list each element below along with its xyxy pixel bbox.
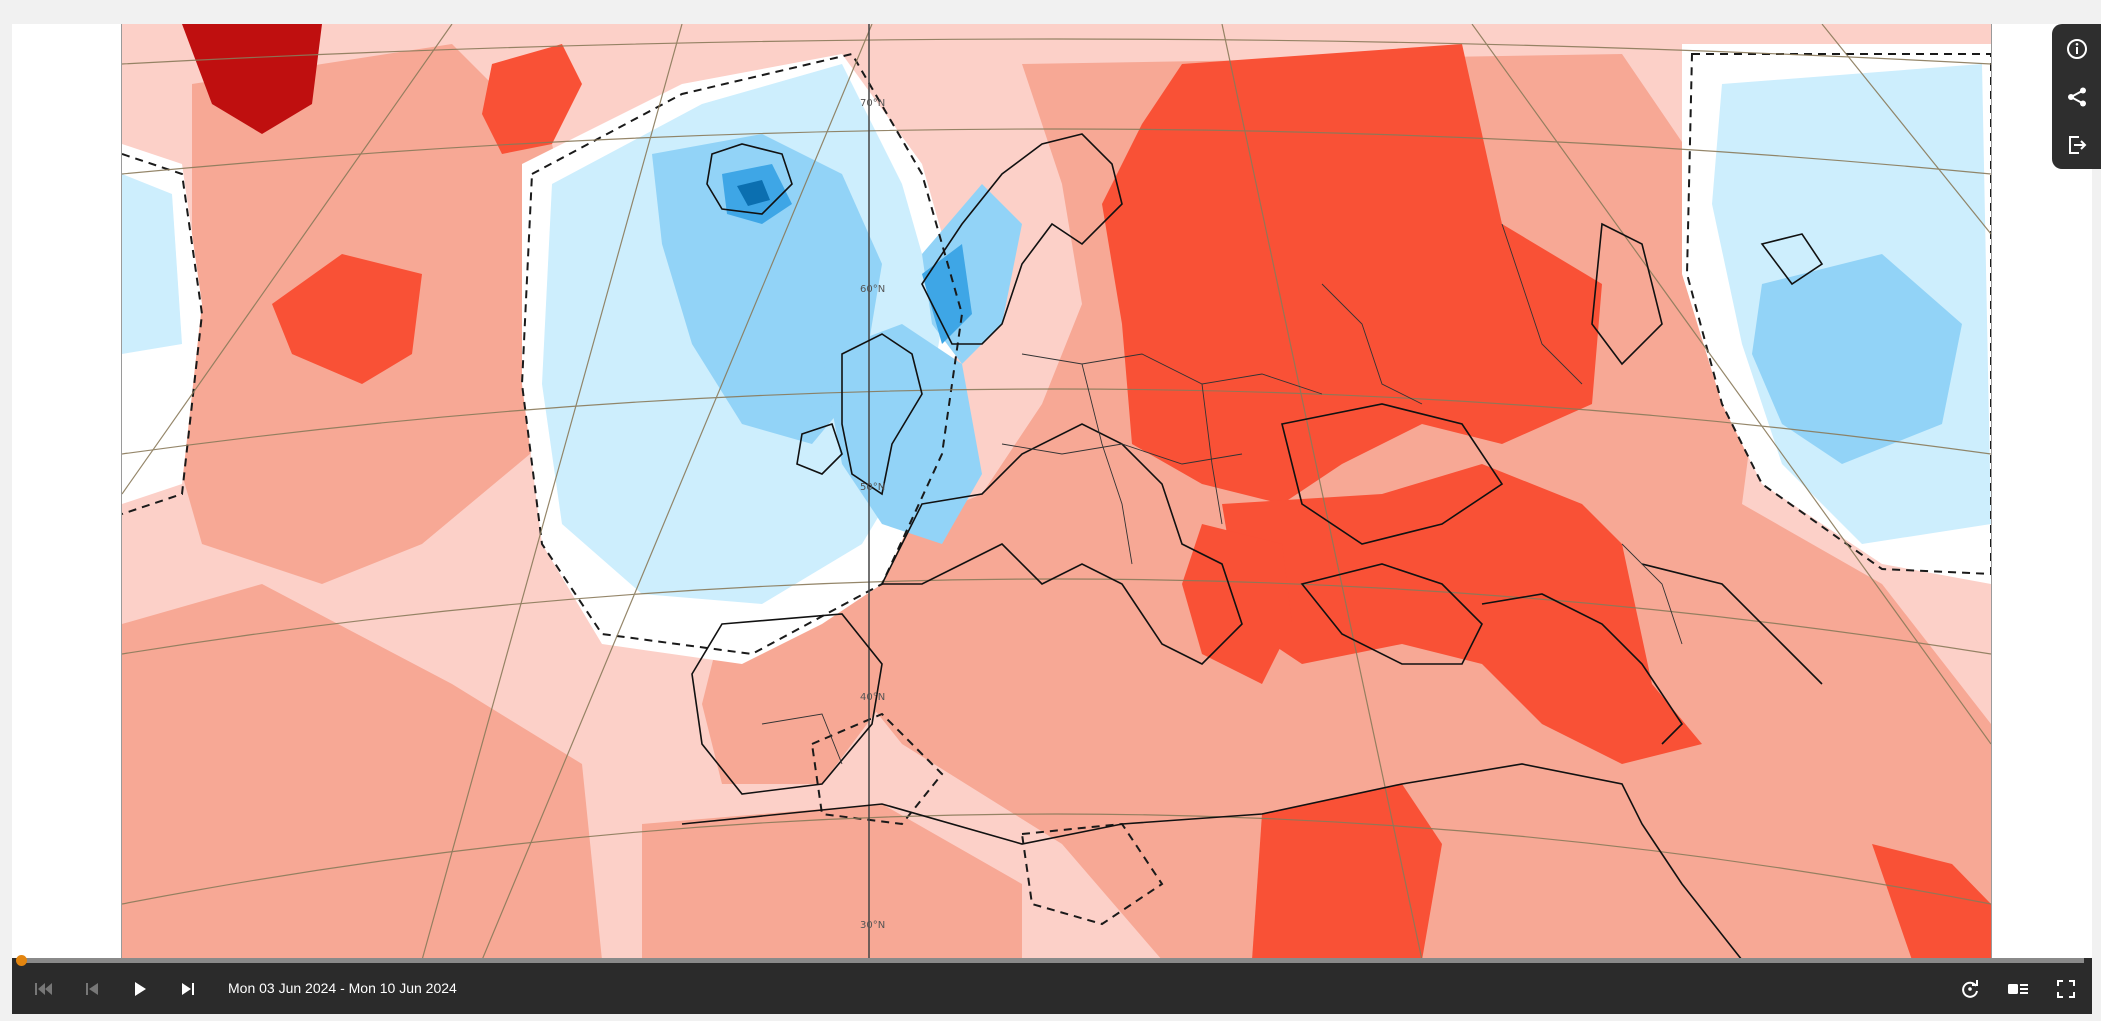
playback-settings-icon bbox=[2008, 984, 2028, 994]
country-borders bbox=[761, 223, 1683, 765]
cool-area-greenland-edge bbox=[122, 174, 182, 354]
latitude-labels: 70°N 60°N 50°N 40°N 30°N bbox=[860, 98, 885, 931]
skip-to-start-icon bbox=[35, 983, 52, 995]
cool-area-siberia bbox=[1752, 254, 1962, 464]
fullscreen-icon bbox=[2057, 980, 2075, 998]
hot-area-west-russia bbox=[1102, 44, 1602, 504]
lat-label-30: 30°N bbox=[860, 920, 885, 931]
share-button[interactable] bbox=[2062, 82, 2092, 112]
side-toolbar bbox=[2052, 24, 2101, 169]
hot-area-atlantic bbox=[272, 254, 422, 384]
warm-area-northafrica bbox=[642, 804, 1022, 960]
loop-icon bbox=[1962, 980, 1978, 998]
playback-settings-button[interactable] bbox=[2003, 974, 2033, 1004]
player-controls: Mon 03 Jun 2024 - Mon 10 Jun 2024 bbox=[12, 955, 2092, 1014]
info-icon bbox=[2067, 39, 2087, 59]
export-icon bbox=[2069, 136, 2087, 154]
loop-button[interactable] bbox=[1955, 974, 1985, 1004]
hot-area-turkey-middle-east bbox=[1222, 464, 1702, 764]
lat-label-40: 40°N bbox=[860, 692, 885, 703]
lat-label-70: 70°N bbox=[860, 98, 885, 109]
zero-anomaly-contours bbox=[122, 52, 1991, 926]
hot-area-balkans bbox=[1182, 524, 1292, 684]
skip-to-start-button[interactable] bbox=[29, 974, 59, 1004]
step-back-icon bbox=[86, 983, 98, 995]
step-forward-button[interactable] bbox=[173, 974, 203, 1004]
fullscreen-button[interactable] bbox=[2051, 974, 2081, 1004]
hot-area-far-east bbox=[1872, 844, 1991, 960]
temperature-anomaly-map[interactable]: 70°N 60°N 50°N 40°N 30°N bbox=[121, 24, 1992, 960]
hot-area-north-africa bbox=[1252, 784, 1442, 960]
lat-label-60: 60°N bbox=[860, 284, 885, 295]
export-button[interactable] bbox=[2062, 130, 2092, 160]
progress-bar[interactable] bbox=[16, 955, 2084, 966]
info-button[interactable] bbox=[2062, 34, 2092, 64]
warm-area-southwest bbox=[122, 584, 602, 960]
lat-label-50: 50°N bbox=[860, 482, 885, 493]
share-icon bbox=[2068, 87, 2086, 107]
step-forward-icon bbox=[182, 983, 194, 995]
step-back-button[interactable] bbox=[77, 974, 107, 1004]
hot-area-greenland-east bbox=[482, 44, 582, 154]
cool-area-norway bbox=[922, 244, 972, 344]
play-icon bbox=[135, 982, 146, 996]
coastlines bbox=[681, 133, 1824, 960]
cool-area-uk bbox=[822, 324, 982, 544]
hot-area-greenland bbox=[182, 24, 322, 134]
graticule bbox=[122, 24, 1991, 960]
date-range-label: Mon 03 Jun 2024 - Mon 10 Jun 2024 bbox=[228, 980, 457, 996]
progress-handle[interactable] bbox=[16, 955, 27, 966]
cool-area-iceland-core bbox=[737, 180, 770, 206]
play-button[interactable] bbox=[125, 974, 155, 1004]
